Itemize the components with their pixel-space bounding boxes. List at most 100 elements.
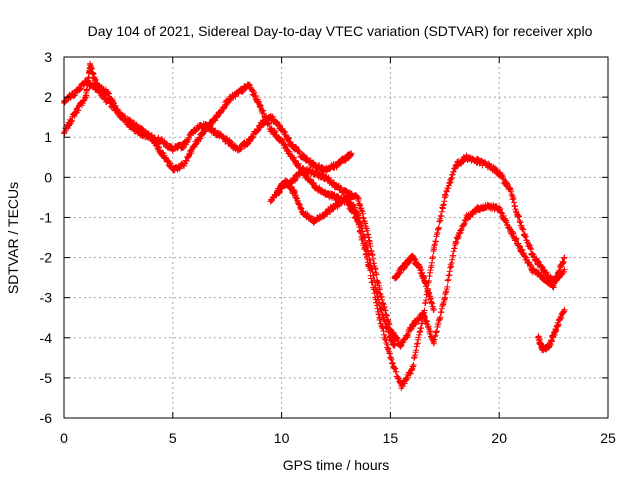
data-point: [333, 182, 339, 189]
data-point: [539, 346, 546, 353]
data-point: [496, 170, 503, 177]
data-point: [539, 274, 546, 281]
data-point: [528, 250, 535, 257]
data-point: [137, 126, 144, 133]
data-point: [93, 86, 100, 93]
data-point: [496, 206, 503, 213]
data-point: [422, 278, 429, 285]
data-point: [245, 138, 252, 145]
data-point: [191, 142, 198, 149]
x-tick-label: 15: [383, 430, 399, 446]
data-point: [180, 162, 187, 169]
data-point: [289, 142, 296, 149]
data-point: [82, 78, 89, 85]
data-point: [191, 126, 198, 133]
data-point: [507, 226, 514, 233]
data-point: [391, 342, 398, 349]
data-point: [311, 162, 318, 169]
y-tick-label: -2: [40, 250, 53, 266]
data-point: [535, 334, 542, 341]
y-tick-label: -4: [40, 330, 53, 346]
plot-frame: [63, 56, 609, 419]
data-point: [452, 162, 459, 169]
data-point: [441, 194, 448, 201]
data-point: [550, 282, 557, 289]
data-point: [235, 146, 242, 153]
series-trace: [535, 308, 568, 354]
series-track-4: [274, 177, 398, 349]
series-track-5: [391, 252, 437, 313]
data-point: [158, 150, 165, 157]
data-point: [71, 110, 78, 117]
data-point: [409, 254, 416, 261]
data-point: [452, 238, 459, 245]
data-point: [289, 154, 296, 161]
data-point: [517, 246, 524, 253]
data-point: [463, 214, 470, 221]
data-point: [430, 338, 437, 345]
data-point: [224, 138, 231, 145]
data-point: [420, 310, 427, 317]
data-point: [291, 190, 298, 197]
data-point: [552, 326, 559, 333]
data-point: [343, 194, 350, 201]
y-tick-label: -1: [40, 209, 53, 225]
data-point: [322, 166, 329, 173]
data-point: [104, 98, 111, 105]
data-point: [278, 138, 285, 145]
data-point: [441, 294, 448, 301]
x-axis-label: GPS time / hours: [283, 457, 390, 473]
y-tick-label: -3: [40, 290, 53, 306]
data-point: [300, 166, 307, 173]
data-point: [333, 194, 339, 201]
series-track-1: [61, 60, 355, 175]
data-point: [391, 274, 398, 281]
data-point: [213, 130, 220, 137]
data-point: [474, 206, 481, 213]
data-point: [485, 162, 492, 169]
data-point: [376, 302, 383, 309]
data-point: [87, 62, 94, 69]
data-point: [539, 266, 546, 273]
data-point: [528, 266, 535, 273]
data-point: [404, 258, 411, 265]
data-point: [311, 218, 318, 225]
y-tick-label: 1: [44, 129, 52, 145]
data-point: [409, 322, 416, 329]
x-tick-label: 5: [169, 430, 177, 446]
data-point: [561, 254, 568, 261]
series-track-2: [61, 77, 568, 392]
data-point: [245, 82, 252, 89]
data-point: [430, 306, 437, 313]
data-point: [267, 114, 274, 121]
chart-title: Day 104 of 2021, Sidereal Day-to-day VTE…: [88, 23, 593, 39]
data-point: [561, 266, 568, 273]
data-point: [213, 114, 220, 121]
data-point: [256, 102, 263, 109]
data-point: [348, 150, 355, 157]
data-point: [126, 118, 133, 125]
y-axis-label: SDTVAR / TECUs: [5, 182, 21, 294]
data-point: [517, 222, 524, 229]
data-point: [311, 182, 318, 189]
data-series: [61, 60, 568, 392]
data-point: [354, 194, 361, 201]
data-point: [224, 98, 231, 105]
data-point: [398, 382, 405, 389]
data-point: [158, 138, 165, 145]
data-point: [300, 210, 307, 217]
series-trace: [61, 77, 567, 392]
data-point: [169, 166, 176, 173]
data-point: [485, 202, 492, 209]
data-point: [202, 126, 209, 133]
data-point: [148, 134, 155, 141]
data-point: [398, 342, 405, 349]
grid-lines: [64, 57, 608, 418]
data-point: [474, 158, 481, 165]
data-point: [333, 162, 339, 169]
y-tick-label: 3: [44, 49, 52, 65]
y-tick-label: 0: [44, 169, 52, 185]
data-point: [180, 142, 187, 149]
